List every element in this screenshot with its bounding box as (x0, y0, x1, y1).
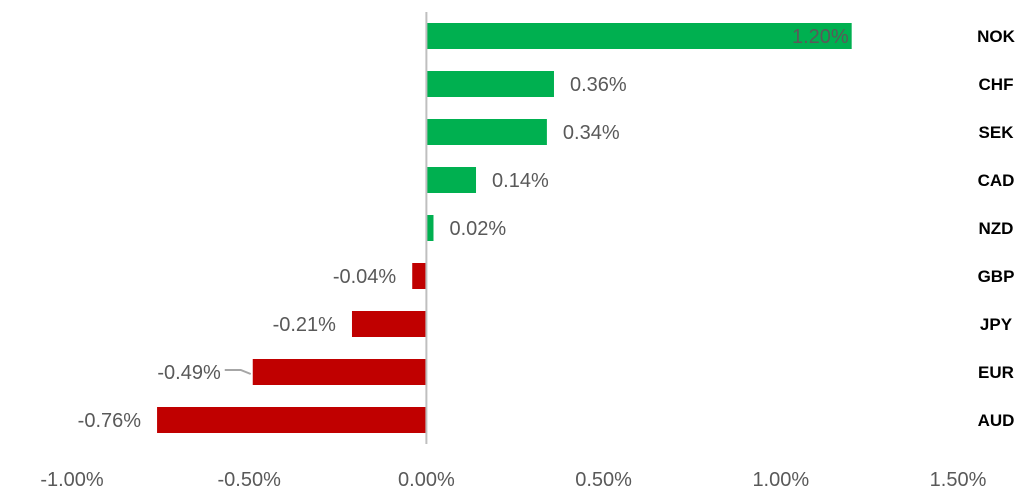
value-labels-group: 1.20% 0.36% 0.34% 0.14% 0.02% -0.04% -0.21% -0.… (78, 26, 849, 432)
x-tick-label: -1.00% (40, 469, 104, 491)
x-tick-label: -0.50% (218, 469, 282, 491)
x-tick-label: 0.00% (398, 469, 455, 491)
category-label-aud: AUD (978, 411, 1015, 430)
bar-aud (157, 407, 427, 433)
bar-chf (426, 71, 554, 97)
leader-lines-group (224, 369, 252, 375)
value-label-chf: 0.36% (570, 74, 627, 96)
bar-nok (426, 23, 852, 49)
bar-sek (426, 119, 547, 145)
bars-group (157, 23, 852, 433)
value-label-nok: 1.20% (792, 26, 849, 48)
category-labels-group: NOK CHF SEK CAD NZD GBP JPY EUR AUD (977, 27, 1016, 430)
bar-nzd (426, 215, 434, 241)
value-label-sek: 0.34% (563, 122, 620, 144)
x-tick-label: 1.00% (752, 469, 809, 491)
bar-cad (426, 167, 477, 193)
category-label-nzd: NZD (979, 219, 1014, 238)
value-label-cad: 0.14% (492, 170, 549, 192)
bar-gbp (412, 263, 427, 289)
category-label-gbp: GBP (978, 267, 1015, 286)
value-label-gbp: -0.04% (333, 266, 397, 288)
x-tick-label: 1.50% (930, 469, 987, 491)
value-label-eur: -0.49% (157, 362, 221, 384)
category-label-sek: SEK (979, 123, 1015, 142)
leader-line-eur (224, 369, 252, 375)
category-label-chf: CHF (979, 75, 1014, 94)
value-label-nzd: 0.02% (449, 218, 506, 240)
value-label-jpy: -0.21% (273, 314, 337, 336)
value-label-aud: -0.76% (78, 410, 142, 432)
category-label-eur: EUR (978, 363, 1014, 382)
category-label-nok: NOK (977, 27, 1016, 46)
bar-jpy (351, 311, 427, 337)
x-axis-tick-labels: -1.00% -0.50% 0.00% 0.50% 1.00% 1.50% (40, 469, 986, 491)
bar-eur (252, 359, 427, 385)
category-label-jpy: JPY (980, 315, 1013, 334)
x-tick-label: 0.50% (575, 469, 632, 491)
category-label-cad: CAD (978, 171, 1015, 190)
